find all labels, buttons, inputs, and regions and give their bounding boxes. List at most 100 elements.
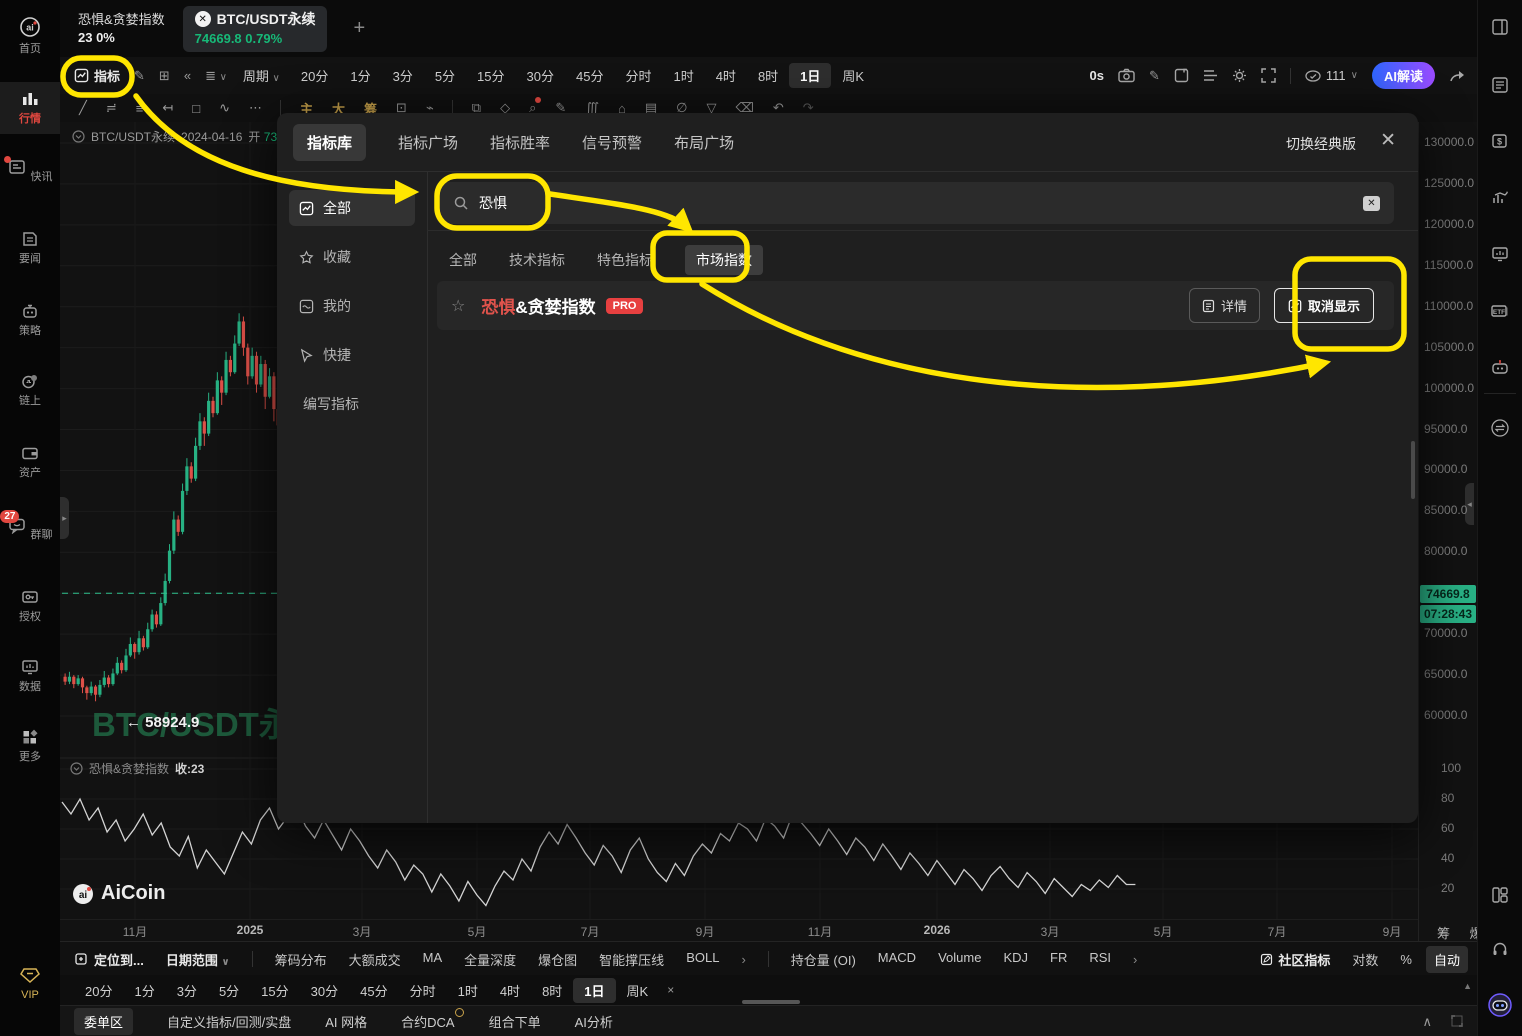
expand-panel-icon[interactable] [1450, 1014, 1464, 1028]
eraser-icon[interactable]: ◇ [500, 100, 511, 115]
sub-indicator-MACD[interactable]: MACD [877, 949, 917, 965]
draw-pencil-icon[interactable]: ✎ [555, 100, 567, 115]
ai-grid-tab[interactable]: AI 网格 [325, 1015, 368, 1030]
sidebar-item-more[interactable]: 更多 [0, 728, 60, 764]
rect-tool-icon[interactable]: □ [192, 100, 201, 116]
notes-icon[interactable]: ▤ [644, 100, 658, 115]
replay-icon[interactable]: « [183, 68, 192, 83]
etf-icon[interactable]: ETF [1490, 302, 1510, 320]
sub-indicator-持仓量 (OI)[interactable]: 持仓量 (OI) [790, 952, 856, 968]
category-technical[interactable]: 技术指标 [509, 252, 565, 268]
timeframe-1日[interactable]: 1日 [789, 63, 832, 88]
pattern-icon[interactable]: ∭ [585, 100, 600, 115]
news-panel-icon[interactable] [1491, 76, 1509, 94]
overlay-爆仓图[interactable]: 爆仓图 [538, 952, 578, 968]
sidebar-item-assets[interactable]: 资产 [0, 444, 60, 480]
screenshot-icon[interactable] [1118, 68, 1135, 83]
community-indicators-button[interactable]: 社区指标 [1260, 950, 1330, 969]
timeframe-15分[interactable]: 15分 [477, 69, 505, 84]
auto-scale-toggle[interactable]: 自动 [1425, 945, 1468, 973]
timeframe-8时[interactable]: 8时 [542, 983, 563, 999]
magnet-icon[interactable]: ∅ [676, 100, 688, 115]
timeframe-周K[interactable]: 周K [842, 69, 865, 84]
sidebar-item-home[interactable]: ai 首页 [0, 16, 60, 56]
undo-icon[interactable]: ↶ [772, 100, 784, 115]
hline-tool-icon[interactable]: ≓ [105, 100, 117, 115]
timeframe-8时[interactable]: 8时 [757, 69, 779, 84]
settings-gear-icon[interactable] [1232, 68, 1247, 83]
sub-indicator-KDJ[interactable]: KDJ [1003, 949, 1028, 965]
modal-sidebar-write-indicator[interactable]: 编写指标 [303, 396, 359, 412]
timeframe-20分[interactable]: 20分 [85, 983, 113, 999]
timeframe-5分[interactable]: 5分 [434, 69, 456, 84]
fullscreen-icon[interactable] [1261, 68, 1276, 83]
timeframe-30分[interactable]: 30分 [526, 69, 554, 84]
detail-button[interactable]: 详情 [1188, 288, 1260, 323]
timeframe-15分[interactable]: 15分 [261, 983, 289, 999]
custom-indicator-tab[interactable]: 自定义指标/回测/实盘 [167, 1015, 292, 1030]
date-range-button[interactable]: 日期范围 ∨ [165, 952, 230, 968]
trendline-tool-icon[interactable]: ╱ [79, 100, 87, 115]
log-scale-toggle[interactable]: 对数 [1352, 952, 1379, 968]
panel-layout-icon[interactable] [1491, 18, 1509, 36]
candle-style-icon[interactable]: ≣ ∨ [205, 67, 227, 83]
filter-icon[interactable]: ▽ [706, 100, 717, 115]
brush-icon[interactable]: ✎ [134, 67, 145, 83]
timeframe-分时[interactable]: 分时 [409, 983, 436, 999]
timeframe-周K[interactable]: 周K [626, 983, 649, 999]
collapse-circle-icon[interactable] [72, 130, 85, 143]
locate-button[interactable]: 定位到... [74, 950, 144, 969]
sidebar-item-chat[interactable]: 27 群聊 [0, 510, 60, 542]
overlay-大额成交[interactable]: 大额成交 [348, 952, 401, 968]
sub-indicator-FR[interactable]: FR [1050, 949, 1068, 965]
timeframe-4时[interactable]: 4时 [499, 983, 521, 999]
tab-btc-usdt-perp[interactable]: ✕ BTC/USDT永续 74669.8 0.79% [182, 5, 328, 52]
lock-icon[interactable]: ⌂ [618, 100, 626, 116]
combo-order-tab[interactable]: 组合下单 [488, 1015, 541, 1030]
clear-search-icon[interactable]: ✕ [1363, 195, 1380, 211]
share-icon[interactable] [1449, 68, 1466, 83]
sidebar-item-strategy[interactable]: 策略 [0, 302, 60, 338]
modal-tab-indicator-winrate[interactable]: 指标胜率 [490, 134, 551, 152]
market-monitor-icon[interactable] [1491, 245, 1509, 263]
lines-tool-icon[interactable]: ≡ [135, 100, 144, 116]
trend-stats-icon[interactable] [1491, 189, 1509, 207]
pencil-icon[interactable]: ✎ [1148, 67, 1160, 83]
overlay-筹码分布[interactable]: 筹码分布 [274, 952, 327, 968]
tab-fear-greed-index[interactable]: 恐惧&贪婪指数 23 0% [68, 7, 175, 51]
workspace-layout-icon[interactable] [1491, 886, 1509, 904]
category-all[interactable]: 全部 [449, 252, 477, 268]
timeframe-30分[interactable]: 30分 [310, 983, 339, 999]
close-timeframe-icon[interactable]: × [667, 983, 675, 997]
modal-sidebar-mine[interactable]: 我的 [289, 288, 415, 324]
timeframe-3分[interactable]: 3分 [392, 69, 413, 84]
sidebar-item-flash-news[interactable]: 快讯 [0, 156, 60, 184]
overlay-MA[interactable]: MA [422, 949, 443, 965]
favorite-star-icon[interactable]: ☆ [451, 297, 466, 315]
sidebar-item-authorize[interactable]: 授权 [0, 588, 60, 624]
timeframe-5分[interactable]: 5分 [218, 983, 240, 999]
overlay-BOLL[interactable]: BOLL [686, 949, 720, 965]
modal-tab-indicator-plaza[interactable]: 指标广场 [398, 134, 459, 152]
modal-tab-signal-alert[interactable]: 信号预警 [582, 134, 643, 152]
category-market-index[interactable]: 市场指数 [685, 245, 763, 275]
indicators-button[interactable]: 指标 [74, 66, 120, 85]
wave-tool-icon[interactable]: ∿ [219, 100, 230, 115]
new-window-icon[interactable] [1174, 68, 1189, 83]
sidebar-item-vip[interactable]: VIP [0, 966, 60, 1002]
compare-icon[interactable]: ⊞ [158, 67, 170, 83]
right-panel-handle[interactable]: ◂ [1465, 483, 1474, 525]
switch-classic-link[interactable]: 切换经典版 [1286, 136, 1356, 152]
timeframe-45分[interactable]: 45分 [360, 983, 388, 999]
price-axis[interactable]: 74669.8 07:28:43 ◂ 筹 爆 130000.0 125000.0 1… [1418, 122, 1483, 941]
transfer-icon[interactable] [1490, 418, 1510, 438]
ai-assistant-icon[interactable] [1487, 992, 1513, 1018]
search-result-row[interactable]: ☆ 恐惧&贪婪指数 PRO 详情 取消显示 [437, 281, 1394, 330]
add-tab-button[interactable]: + [353, 17, 366, 39]
ruler-tool-icon[interactable]: ⌁ [425, 100, 434, 115]
axis-corner-buttons[interactable]: 筹 爆 [1437, 926, 1491, 941]
magnifier-icon[interactable]: ⌕ [529, 97, 542, 115]
more-subs-chevron[interactable]: › [1133, 951, 1138, 967]
cancel-display-button[interactable]: 取消显示 [1273, 288, 1374, 323]
redo-icon[interactable]: ↷ [802, 100, 814, 115]
